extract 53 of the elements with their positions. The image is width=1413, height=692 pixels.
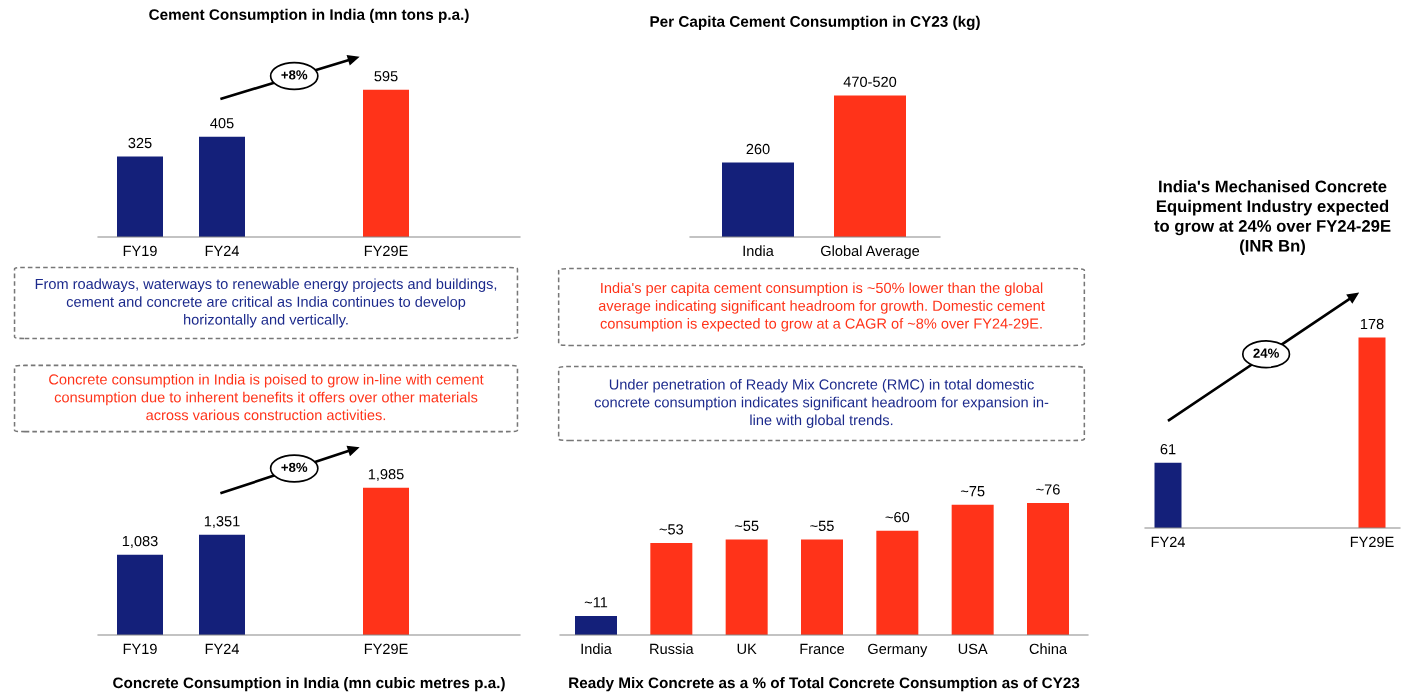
text: From roadways, waterways to renewable energy projects and buildings, cement and concrete are critical as India continues to develop horizontally and vertically. [35, 278, 497, 328]
x-tick-label: FY24 [205, 245, 239, 256]
x-tick-label: UK [737, 643, 757, 655]
text: Ready Mix Concrete as a % of Total Concrete Consumption as of CY23 [569, 677, 1080, 692]
bar [801, 539, 843, 635]
x-tick-label: USA [958, 643, 988, 655]
data-label: 178 [1360, 318, 1384, 330]
bar [725, 539, 768, 635]
x-tick-label: FY24 [1151, 536, 1185, 547]
x-tick-label: India [581, 643, 612, 655]
x-tick-label: China [1029, 643, 1068, 655]
data-label: 595 [374, 71, 398, 82]
text: Under penetration of Ready Mix Concrete (RMC) in total domestic concrete consumption indicates significant headroom for expansion in- line with global trends. [594, 378, 1049, 429]
data-label: ~55 [810, 520, 834, 532]
data-label: 325 [128, 137, 152, 149]
chart-title: Cement Consumption in India (mn tons p.a.) [149, 8, 469, 23]
data-label: ~11 [584, 597, 608, 608]
bar [951, 504, 994, 635]
data-label: 405 [210, 118, 234, 129]
chart-title: Per Capita Cement Consumption in CY23 (kg) [650, 15, 980, 30]
x-tick-label: FY29E [364, 643, 408, 655]
text: Concrete consumption in India is poised to grow in-line with cement consumption due to inherent benefits it offers over other materials across various construction activities. [49, 373, 484, 421]
x-tick-label: FY29E [1350, 536, 1394, 548]
bar [575, 615, 617, 635]
x-tick-label: Global Average [821, 245, 920, 259]
annotation: 24% [1253, 348, 1279, 358]
text: Concrete Consumption in India (mn cubic metres p.a.) [113, 677, 505, 692]
data-label: 61 [1160, 443, 1176, 455]
data-label: 1,351 [204, 516, 240, 529]
data-label: ~55 [734, 520, 759, 532]
data-label: ~60 [885, 512, 910, 523]
data-label: 1,985 [368, 469, 404, 482]
x-tick-label: FY19 [123, 245, 157, 257]
data-label: 1,083 [122, 535, 158, 548]
data-label: ~75 [960, 486, 985, 497]
chart-title: India's Mechanised Concrete Equipment Industry expected to grow at 24% over FY24-29E (INR Bn) [1154, 180, 1391, 255]
x-tick-label: FY29E [364, 245, 408, 257]
x-tick-label: FY24 [205, 643, 239, 654]
x-tick-label: FY19 [123, 643, 157, 655]
data-label: ~53 [659, 524, 684, 535]
data-label: 260 [746, 143, 770, 155]
text: +8% [281, 70, 308, 80]
x-tick-label: Germany [868, 643, 928, 657]
text: India's per capita cement consumption is ~50% lower than the global average indicating significant headroom for growth. Domestic cement consumption is expected to grow at a CAGR of ~8% over FY24-29E. [598, 282, 1045, 332]
data-label: 470-520 [843, 76, 897, 87]
x-tick-label: France [800, 643, 845, 655]
x-tick-label: Russia [650, 643, 694, 655]
data-label: ~76 [1036, 484, 1060, 495]
x-tick-label: India [743, 245, 774, 257]
bar [650, 542, 693, 635]
text: +8% [281, 462, 308, 473]
bar [1027, 503, 1069, 635]
bar [876, 530, 919, 635]
